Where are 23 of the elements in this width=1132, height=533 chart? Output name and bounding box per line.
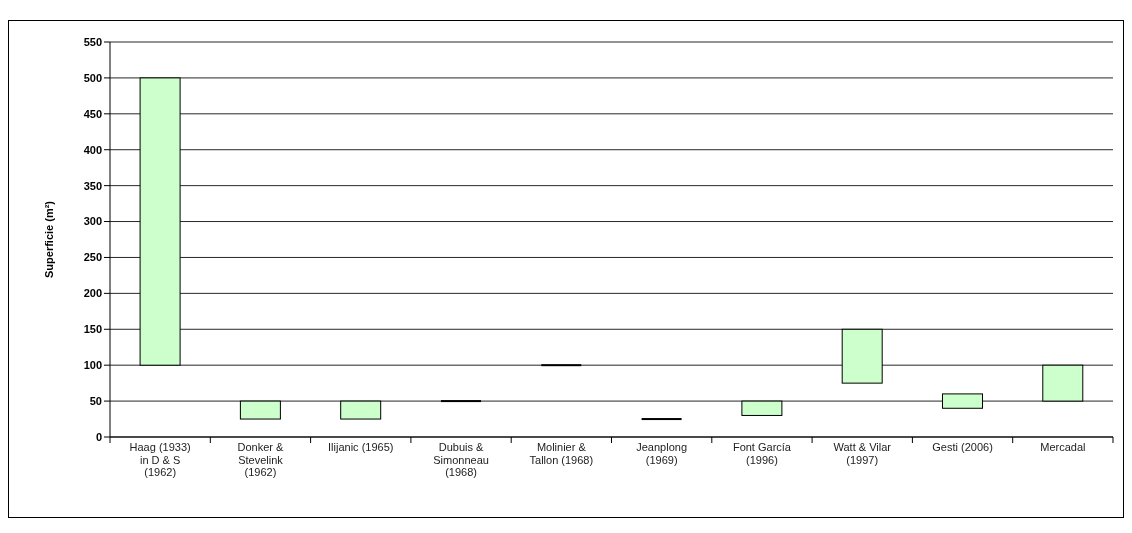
x-tick-label: Donker & Stevelink (1962) (237, 441, 285, 478)
y-tick-label: 400 (83, 143, 102, 156)
y-tick-label: 150 (83, 323, 102, 336)
x-tick-label: Ilijanic (1965) (328, 441, 394, 453)
y-tick-label: 200 (83, 287, 102, 300)
y-tick-label: 550 (83, 35, 102, 48)
x-tick-label: Molinier & Tallon (1968) (529, 441, 594, 466)
x-tick-label: Gesti (2006) (932, 441, 993, 453)
y-tick-label: 350 (83, 179, 102, 192)
x-tick-label: Dubuis & Simonneau (1968) (433, 441, 489, 478)
x-tick-label: Font García (1996) (732, 441, 792, 466)
y-tick-label: 100 (83, 359, 102, 372)
x-tick-label: Mercadal (1040, 441, 1086, 453)
x-tick-label: Jeanplong (1969) (636, 441, 688, 466)
x-tick-label: Watt & Vilar (1997) (833, 441, 892, 466)
x-tick-label: Haag (1933) in D & S (1962) (129, 441, 191, 478)
y-tick-label: 0 (95, 430, 102, 443)
y-axis-title: Superficie (m²) (42, 200, 55, 279)
y-tick-label: 50 (89, 395, 102, 407)
y-tick-label: 500 (83, 71, 102, 84)
y-tick-label: 250 (83, 251, 102, 264)
y-tick-label: 300 (83, 215, 102, 228)
y-tick-label: 450 (83, 107, 102, 120)
